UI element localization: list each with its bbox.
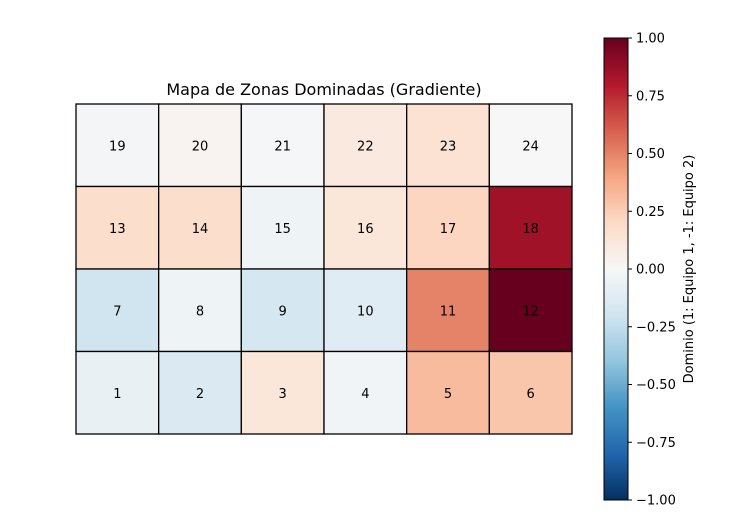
zone-label-12: 12 <box>522 304 539 319</box>
zone-cell-16 <box>323 185 408 270</box>
zone-label-20: 20 <box>192 139 209 154</box>
colorbar-tick-label-0: 1.00 <box>636 32 665 47</box>
zone-label-9: 9 <box>279 304 287 319</box>
grid-frame <box>75 103 573 435</box>
zone-cell-20 <box>158 103 242 188</box>
zone-label-22: 22 <box>357 139 374 154</box>
colorbar-label: Dominio (1: Equipo 1, -1: Equipo 2) <box>682 155 697 384</box>
zone-cell-12 <box>488 268 573 353</box>
zone-label-24: 24 <box>522 139 539 154</box>
zone-cell-18 <box>488 185 573 270</box>
zone-label-10: 10 <box>357 304 374 319</box>
zone-cell-5 <box>406 350 490 435</box>
zone-cell-24 <box>488 103 573 188</box>
colorbar-tick-label-2: 0.50 <box>636 147 665 162</box>
zone-cell-11 <box>406 268 490 353</box>
zone-label-16: 16 <box>357 222 374 237</box>
zone-label-1: 1 <box>113 387 121 402</box>
zone-label-18: 18 <box>522 222 539 237</box>
zone-label-3: 3 <box>279 387 287 402</box>
zone-cell-19 <box>75 103 160 188</box>
zone-cell-10 <box>323 268 408 353</box>
colorbar <box>603 37 629 501</box>
colorbar-tick-label-1: 0.75 <box>636 89 665 104</box>
zone-cell-3 <box>240 350 325 435</box>
zone-label-23: 23 <box>440 139 457 154</box>
zone-label-7: 7 <box>113 304 121 319</box>
zone-label-15: 15 <box>274 222 291 237</box>
colorbar-tick-label-6: −0.50 <box>636 378 676 393</box>
zone-label-21: 21 <box>274 139 291 154</box>
colorbar-tick-label-4: 0.00 <box>636 263 665 278</box>
colorbar-tick-label-8: −1.00 <box>636 494 676 509</box>
chart-title: Mapa de Zonas Dominadas (Gradiente) <box>166 80 481 99</box>
zone-cell-1 <box>75 350 160 435</box>
zone-cell-4 <box>323 350 408 435</box>
zone-label-6: 6 <box>527 387 535 402</box>
zone-cell-2 <box>158 350 242 435</box>
zone-label-14: 14 <box>192 222 209 237</box>
zone-label-2: 2 <box>196 387 204 402</box>
colorbar-tick-label-7: −0.75 <box>636 436 676 451</box>
colorbar-tick-label-3: 0.25 <box>636 205 665 220</box>
zone-label-13: 13 <box>109 222 126 237</box>
zone-label-11: 11 <box>440 304 457 319</box>
zone-label-5: 5 <box>444 387 452 402</box>
zone-label-17: 17 <box>440 222 457 237</box>
zone-cell-22 <box>323 103 408 188</box>
zone-cell-8 <box>158 268 242 353</box>
zone-label-19: 19 <box>109 139 126 154</box>
colorbar-tick-label-5: −0.25 <box>636 320 676 335</box>
colorbar-ticks: 1.00 0.75 0.50 0.25 0.00 −0.25 −0.50 −0.75 −1.00 <box>628 32 676 509</box>
zone-label-8: 8 <box>196 304 204 319</box>
zone-cell-14 <box>158 185 242 270</box>
zone-label-4: 4 <box>361 387 369 402</box>
